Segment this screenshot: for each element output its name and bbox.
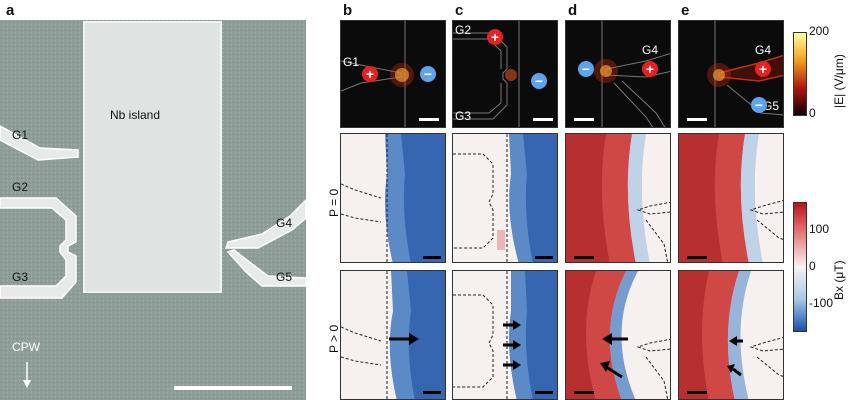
- panel-label-c: c: [455, 2, 464, 19]
- efield-b-gate-g1: G1: [343, 55, 360, 69]
- panel-label-e: e: [681, 2, 690, 19]
- panel-label-d: d: [568, 2, 578, 19]
- map-e-p1-graphic: [679, 271, 783, 399]
- map-d-p0-scale-bar: [574, 256, 594, 259]
- efield-e-scale-bar: [687, 118, 707, 121]
- efield-d-plus-sign: +: [642, 61, 658, 77]
- map-b-p1: [340, 270, 446, 400]
- efield-b-plus-sign: +: [362, 66, 378, 82]
- efield-d-scale-bar: [574, 118, 594, 121]
- map-c-p0-graphic: [453, 134, 557, 262]
- map-b-p1-scale-bar: [423, 391, 441, 394]
- efield-c-minus-sign: −: [531, 73, 547, 89]
- map-e-p1-scale-bar: [687, 391, 707, 394]
- map-d-p0-graphic: [566, 134, 670, 262]
- map-e-p0-graphic: [679, 134, 783, 262]
- map-d-p0: [565, 133, 671, 263]
- efield-c-gate-g3: G3: [455, 109, 472, 123]
- row-label-p0: P = 0: [327, 188, 341, 217]
- bfield-colorbar-title: Bx (μT): [832, 260, 846, 300]
- map-d-p1-graphic: [566, 271, 670, 399]
- sem-graphic: [0, 20, 306, 400]
- efield-colorbar-tick-200: 200: [809, 24, 830, 38]
- efield-c-scale-bar: [533, 118, 553, 121]
- map-c-p1-graphic: [453, 271, 557, 399]
- efield-colorbar-tick-0: 0: [809, 106, 816, 120]
- efield-c-plus-sign: +: [487, 29, 503, 45]
- bfield-colorbar-tick-minus100: -100: [809, 296, 834, 310]
- gate-g1: [0, 125, 79, 161]
- gate-g5: [226, 249, 306, 287]
- efield-graphic-d: [594, 21, 670, 127]
- row-label-p1: P > 0: [327, 324, 341, 353]
- efield-b-minus-sign: −: [420, 66, 436, 82]
- map-d-p1: [565, 270, 671, 400]
- efield-d-gate-g4: G4: [642, 43, 659, 57]
- efield-panel-d: G4 − +: [565, 20, 671, 128]
- panel-label-b: b: [343, 2, 353, 19]
- map-e-p0-scale-bar: [687, 256, 707, 259]
- nb-island-label: Nb island: [110, 108, 161, 122]
- sem-image: Nb island G1 G2 G3 G4 G5 CPW: [0, 20, 306, 400]
- efield-colorbar-title: |E| (V/μm): [832, 54, 846, 108]
- gate-g2-g3: [0, 197, 77, 299]
- bfield-colorbar-tick-0: 0: [809, 259, 816, 273]
- efield-e-minus-sign: −: [751, 97, 767, 113]
- map-c-p0-scale-bar: [535, 256, 553, 259]
- efield-graphic-b: [341, 21, 414, 127]
- sem-scale-bar: [174, 386, 292, 390]
- panel-label-a: a: [6, 2, 15, 19]
- map-b-p0: [340, 133, 446, 263]
- efield-panel-e: G4 G5 + −: [678, 20, 784, 128]
- map-e-p1: [678, 270, 784, 400]
- label-g4: G4: [276, 216, 293, 230]
- efield-colorbar: [793, 32, 807, 116]
- map-c-p0: [452, 133, 558, 263]
- bfield-colorbar: [793, 202, 807, 332]
- bfield-colorbar-tick-100: 100: [809, 222, 830, 236]
- map-d-p1-scale-bar: [574, 391, 594, 394]
- map-c-p1: [452, 270, 558, 400]
- map-b-p0-graphic: [341, 134, 445, 262]
- efield-panel-b: G1 + −: [340, 20, 446, 128]
- map-b-p1-graphic: [341, 271, 445, 399]
- gate-g4: [224, 198, 306, 249]
- label-g5: G5: [276, 270, 293, 284]
- efield-panel-c: G2 G3 + −: [452, 20, 558, 128]
- efield-e-plus-sign: +: [755, 61, 771, 77]
- efield-e-gate-g4: G4: [755, 43, 772, 57]
- efield-b-scale-bar: [419, 118, 439, 121]
- efield-d-minus-sign: −: [578, 61, 594, 77]
- label-g1: G1: [12, 128, 29, 142]
- map-b-p0-scale-bar: [423, 256, 441, 259]
- efield-e-gate-g5: G5: [763, 99, 780, 113]
- map-e-p0: [678, 133, 784, 263]
- label-g2: G2: [12, 180, 29, 194]
- nb-island: [83, 21, 222, 293]
- cpw-label: CPW: [12, 340, 40, 354]
- label-g3: G3: [12, 270, 29, 284]
- efield-c-gate-g2: G2: [455, 23, 472, 37]
- map-c-p1-scale-bar: [535, 391, 553, 394]
